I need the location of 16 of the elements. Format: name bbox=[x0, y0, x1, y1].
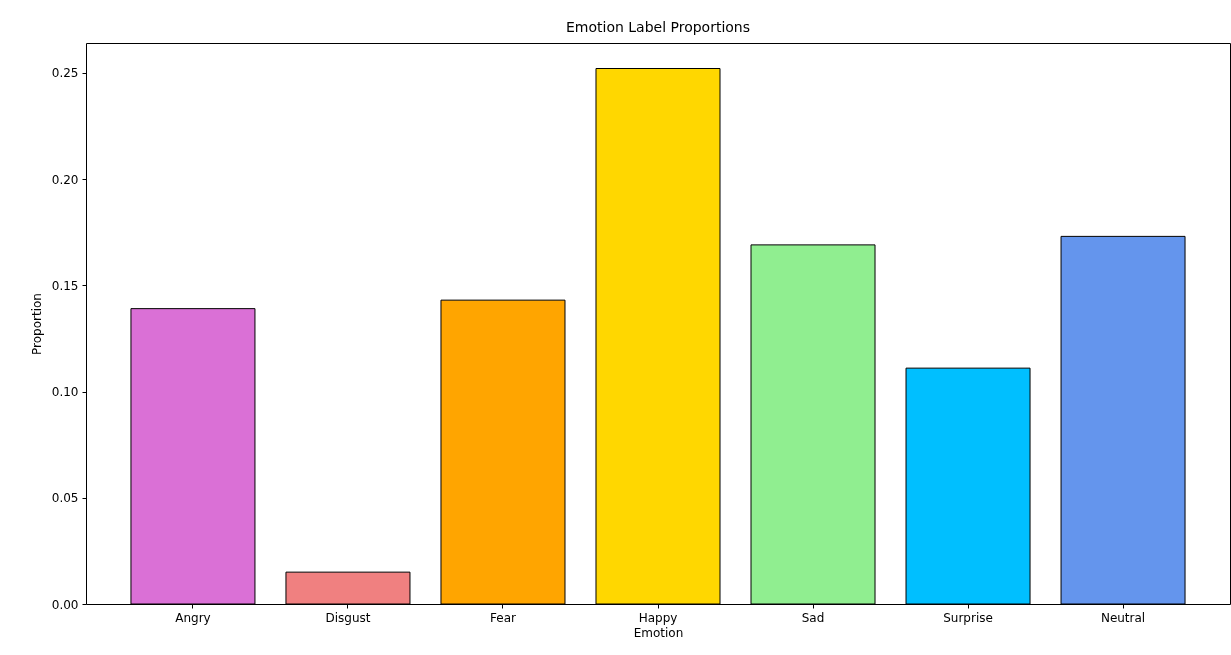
x-tick-label: Fear bbox=[490, 610, 517, 625]
y-tick-label: 0.10 bbox=[51, 385, 79, 399]
x-tick-label: Happy bbox=[638, 610, 678, 625]
y-axis-title: Proportion bbox=[29, 293, 44, 355]
y-tick-label: 0.00 bbox=[51, 597, 79, 612]
y-tick-label: 0.20 bbox=[51, 172, 79, 187]
x-tick-label: Neutral bbox=[1100, 610, 1146, 625]
x-tick-label: Disgust bbox=[325, 610, 371, 625]
y-tick-label: 0.05 bbox=[51, 491, 79, 506]
y-tick-label: 0.15 bbox=[51, 278, 79, 293]
x-tick-label: Sad bbox=[801, 610, 825, 625]
x-axis-title: Emotion bbox=[633, 625, 684, 640]
x-tick-label: Surprise bbox=[943, 610, 993, 625]
x-tick-label: Angry bbox=[175, 610, 211, 625]
y-tick-label: 0.25 bbox=[51, 66, 79, 81]
chart-title: Emotion Label Proportions bbox=[565, 19, 751, 35]
